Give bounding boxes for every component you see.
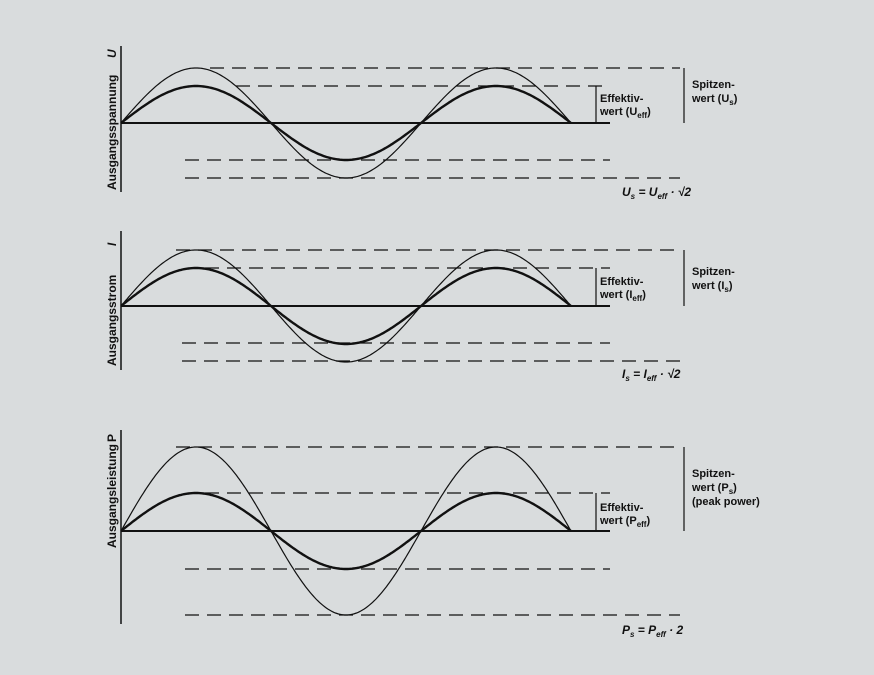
panel-power: Ausgangsleistung P Effektiv- wert (Peff)… — [105, 430, 760, 639]
power-axis-symbol: P — [105, 434, 119, 442]
voltage-axis-symbol: U — [105, 49, 119, 58]
current-peak-label-2: wert (Is) — [691, 280, 733, 294]
current-eff-label-1: Effektiv- — [600, 276, 644, 288]
power-peak-label-3: (peak power) — [692, 496, 760, 508]
power-eff-label-1: Effektiv- — [600, 502, 644, 514]
current-axis-symbol: I — [105, 242, 119, 246]
current-axis-label: Ausgangsstrom — [105, 275, 119, 366]
power-peak-label-2: wert (Ps) — [691, 482, 737, 496]
power-eff-label-2: wert (Peff) — [599, 515, 650, 529]
voltage-axis-label: Ausgangsspannung — [105, 75, 119, 190]
panel-current: Ausgangsstrom I Effektiv- wert (Ieff) Sp… — [105, 231, 735, 383]
voltage-peak-label-2: wert (Us) — [691, 93, 738, 107]
power-axis-label: Ausgangsleistung — [105, 444, 119, 548]
power-formula: Ps = Peff · 2 — [622, 623, 683, 639]
power-peak-label-1: Spitzen- — [692, 468, 735, 480]
panel-voltage: Ausgangsspannung U Effektiv- wert (Ueff)… — [105, 46, 738, 201]
voltage-peak-label-1: Spitzen- — [692, 79, 735, 91]
voltage-formula: Us = Ueff · √2 — [622, 185, 691, 201]
current-peak-label-1: Spitzen- — [692, 266, 735, 278]
current-formula: Is = Ieff · √2 — [622, 367, 681, 383]
current-eff-label-2: wert (Ieff) — [599, 289, 646, 303]
voltage-eff-label-2: wert (Ueff) — [599, 106, 651, 120]
voltage-eff-label-1: Effektiv- — [600, 93, 644, 105]
